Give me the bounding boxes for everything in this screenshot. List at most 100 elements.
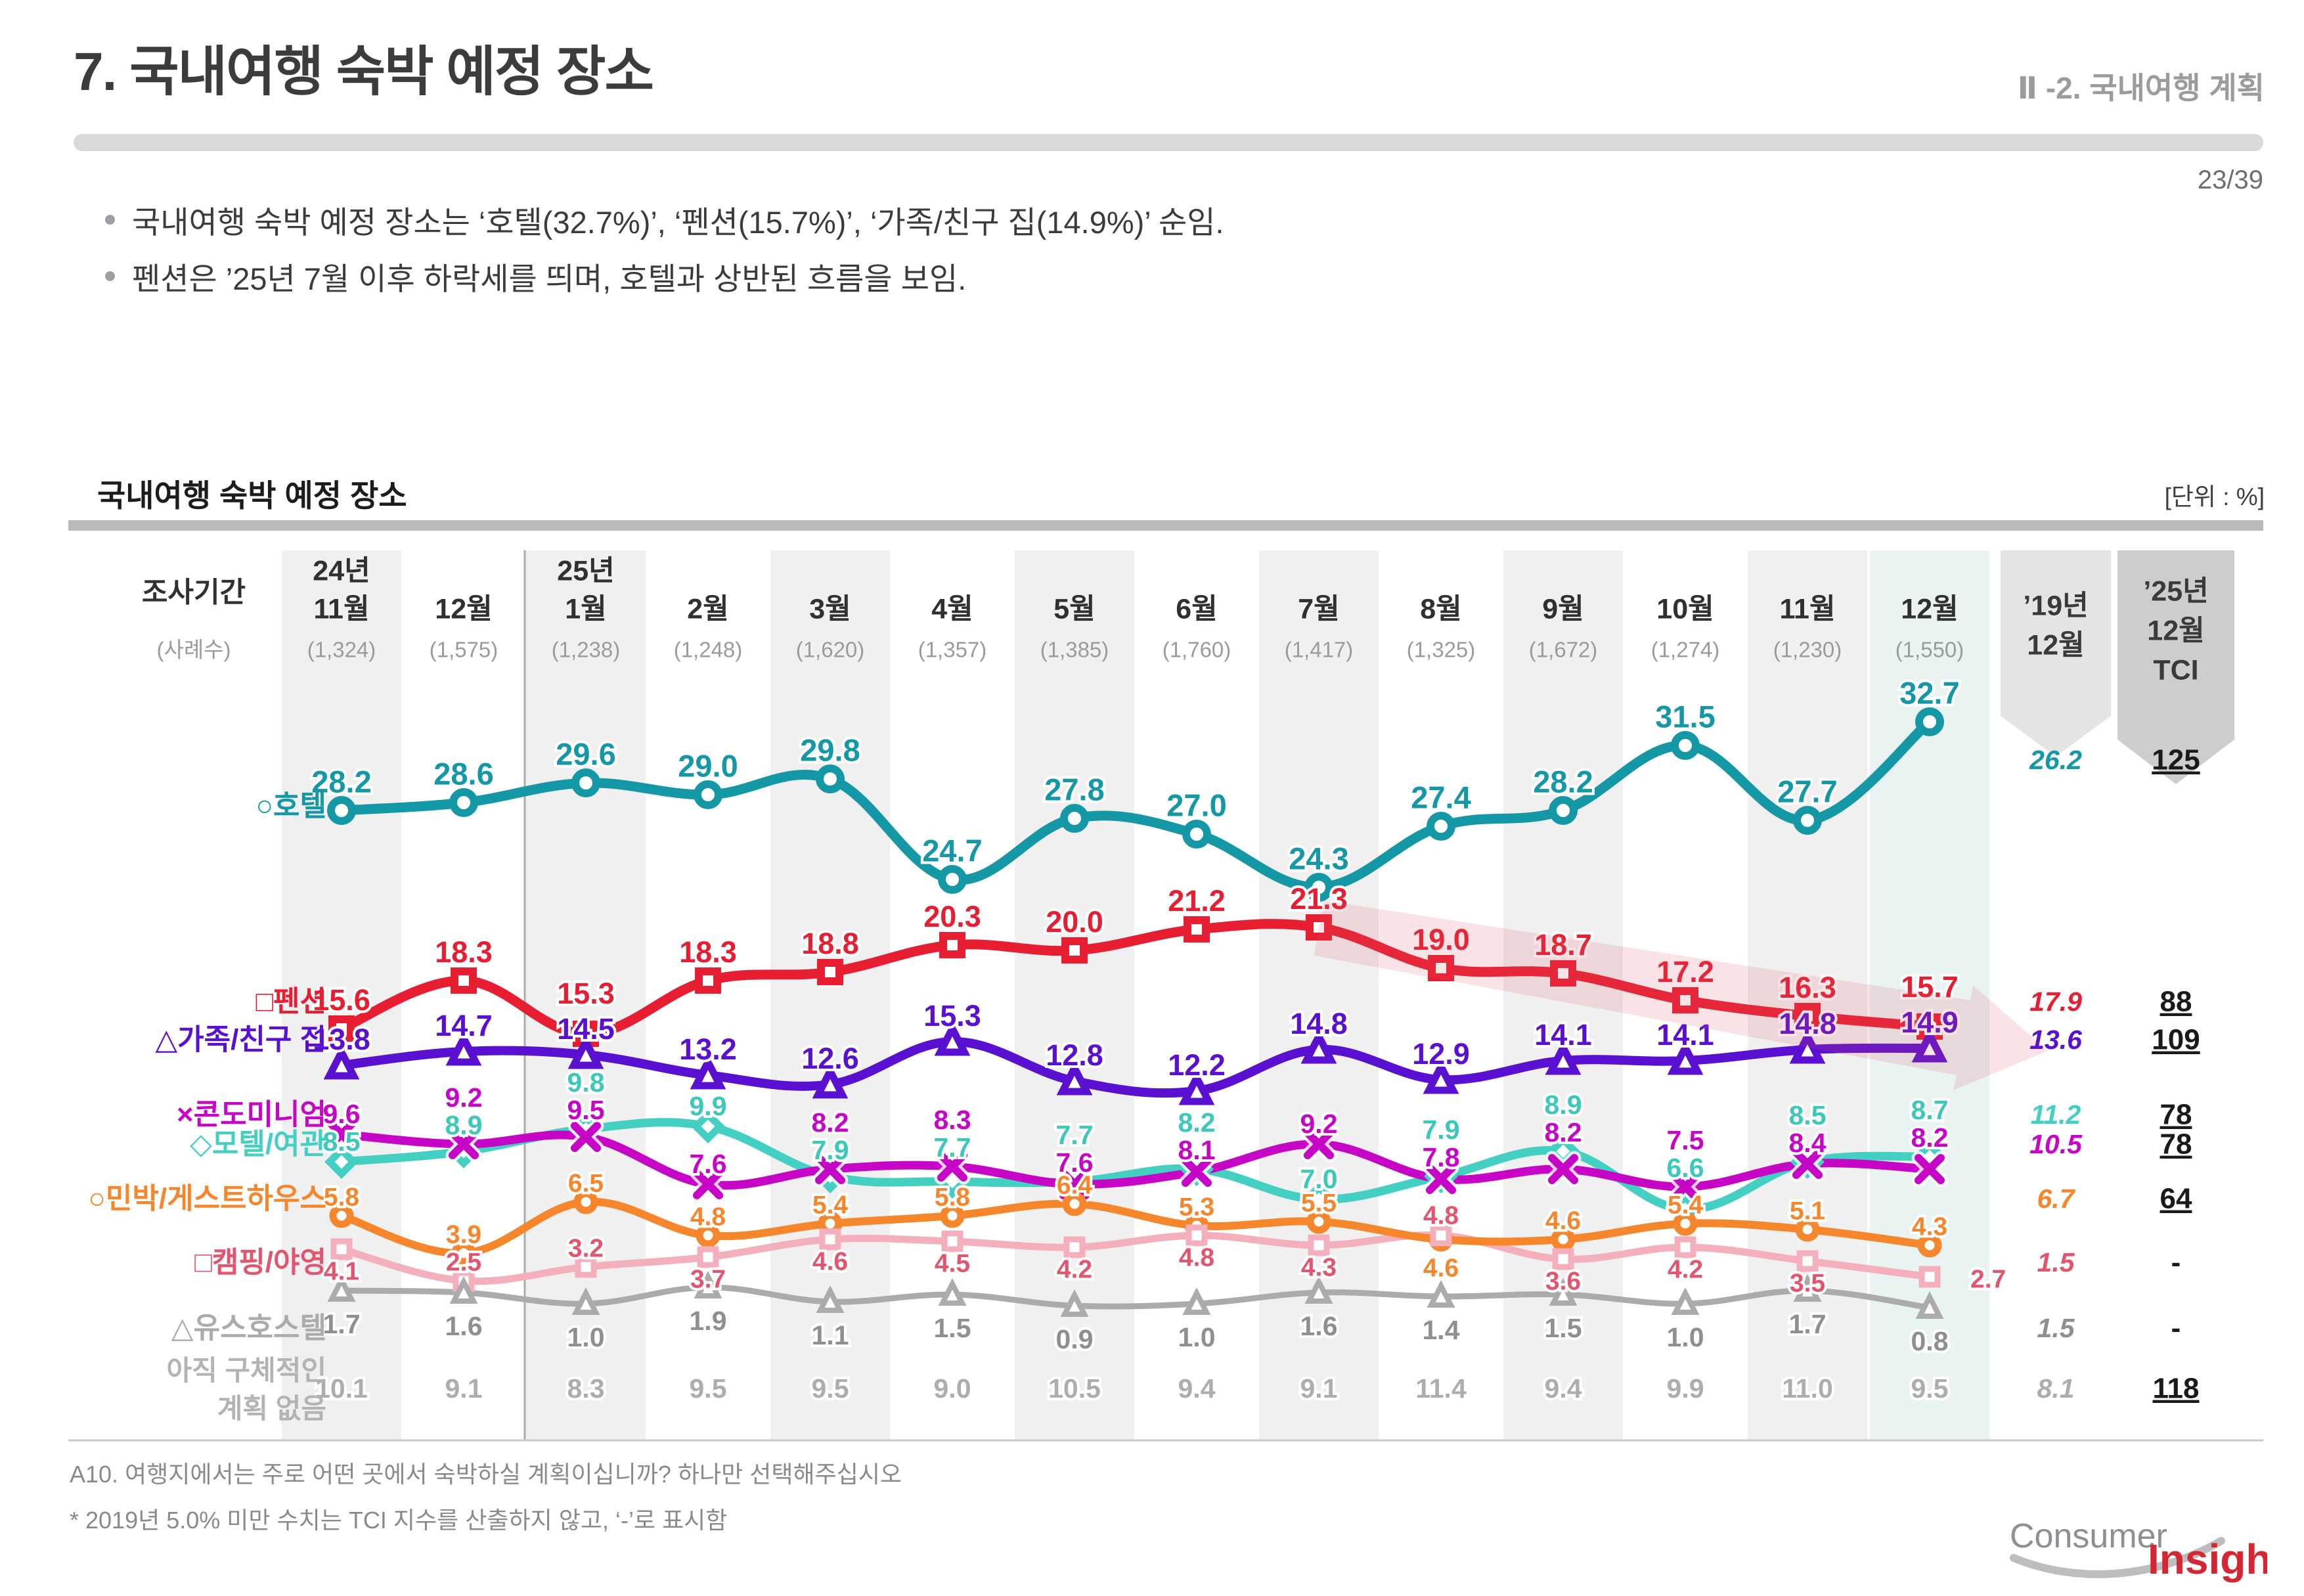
value-camping: 3.6 [1545, 1267, 1581, 1295]
value-hotel: 28.2 [1533, 764, 1593, 799]
consumer-insight-logo: Consumer Insight [2005, 1511, 2286, 1596]
value-motel: 8.9 [445, 1110, 483, 1140]
month-header: 24년 [313, 555, 370, 587]
data-point [1917, 1233, 1942, 1258]
value-minbak: 4.6 [1545, 1207, 1581, 1235]
value-camping: 2.5 [446, 1248, 481, 1276]
page-title: 7. 국내여행 숙박 예정 장소 [74, 42, 654, 102]
value-camping: 4.1 [324, 1257, 359, 1285]
data-point [330, 1238, 353, 1260]
data-point [1545, 1039, 1582, 1075]
value-noplan: 9.1 [445, 1373, 483, 1404]
data-point [1306, 914, 1332, 941]
value-pension: 18.7 [1534, 928, 1592, 962]
value-pension: 19.0 [1412, 923, 1470, 956]
data-point [1915, 1291, 1944, 1319]
data-point [817, 959, 843, 985]
value-motel: 8.5 [323, 1126, 361, 1157]
data-point [571, 1122, 601, 1152]
data-point [451, 967, 477, 994]
data-point [1789, 1028, 1826, 1064]
value-motel: 8.7 [1911, 1095, 1949, 1125]
data-point [1673, 1211, 1698, 1236]
data-point [1304, 1129, 1334, 1159]
data-point [1308, 1234, 1330, 1256]
value-hotel: 29.8 [800, 732, 860, 767]
column-stripe [1259, 550, 1379, 1440]
value-condo: 8.2 [812, 1107, 849, 1138]
legend-youth: △유스호스텔 [171, 1312, 326, 1344]
data-point [1182, 1287, 1211, 1315]
value-family: 12.9 [1412, 1037, 1470, 1071]
value-family: 14.1 [1534, 1018, 1592, 1052]
value-family: 14.1 [1656, 1018, 1714, 1052]
value-youth: 0.8 [1911, 1326, 1949, 1356]
sample-size: (1,575) [430, 638, 498, 662]
data-point [329, 1203, 354, 1228]
data-point [1060, 1289, 1089, 1317]
value-pension: 21.3 [1290, 882, 1348, 916]
sample-size: (1,760) [1163, 638, 1231, 662]
value-motel: 7.9 [812, 1135, 849, 1165]
value-pension: 20.0 [1046, 905, 1103, 939]
data-point [694, 780, 722, 809]
series-line-family [337, 1036, 1934, 1098]
ref2019-hotel: 26.2 [2029, 745, 2082, 775]
data-point [1552, 1248, 1574, 1270]
data-point [815, 1154, 845, 1184]
value-minbak: 4.6 [1423, 1254, 1459, 1282]
data-point [939, 932, 965, 958]
data-point [1056, 1059, 1093, 1096]
data-point [1674, 1236, 1696, 1258]
value-family: 12.2 [1168, 1048, 1226, 1082]
value-youth: 1.9 [690, 1306, 727, 1336]
data-point [697, 1246, 719, 1268]
value-youth: 1.6 [1300, 1311, 1338, 1341]
value-pension: 15.6 [313, 983, 370, 1017]
value-family: 12.6 [801, 1042, 859, 1075]
data-point [571, 768, 600, 797]
data-point [1427, 1279, 1455, 1308]
value-condo: 8.3 [934, 1105, 971, 1135]
tci-condo: 78 [2160, 1128, 2192, 1161]
tci-hotel: 125 [2152, 744, 2200, 776]
value-noplan: 9.9 [1667, 1373, 1704, 1404]
legend-motel: ◇모텔/여관 [190, 1128, 326, 1161]
row-header-cases: (사례수) [156, 638, 231, 662]
data-point [324, 1145, 359, 1179]
data-point [1548, 1154, 1578, 1184]
data-point [1915, 707, 1944, 736]
value-youth: 1.6 [445, 1311, 483, 1341]
data-point [694, 1270, 722, 1298]
logo-insight-text: Insight [2148, 1536, 2267, 1583]
value-minbak: 6.4 [1057, 1171, 1093, 1199]
tci-camping: - [2171, 1247, 2181, 1279]
data-point [938, 1277, 967, 1306]
data-point [1918, 1266, 1941, 1288]
value-youth: 1.4 [1423, 1315, 1460, 1345]
value-hotel: 29.6 [556, 736, 615, 771]
value-motel: 7.0 [1300, 1164, 1338, 1194]
data-point [1063, 1236, 1086, 1258]
value-family: 14.7 [435, 1009, 493, 1042]
ribbon-25dec-tci-label: ’25년 [2143, 575, 2208, 607]
value-motel: 8.5 [1789, 1100, 1827, 1130]
data-point [816, 1285, 845, 1313]
data-point [1178, 1069, 1215, 1105]
value-family: 13.8 [313, 1023, 370, 1056]
data-point [1792, 1149, 1823, 1179]
value-camping: 4.2 [1668, 1255, 1703, 1283]
data-point [1671, 731, 1700, 760]
month-header: 5월 [1053, 593, 1095, 625]
data-point [1551, 1227, 1576, 1252]
value-pension: 16.3 [1779, 971, 1836, 1004]
sample-size: (1,357) [918, 638, 987, 662]
value-camping: 2.7 [1970, 1265, 2006, 1293]
footnote-question: A10. 여행지에서는 주로 어떤 곳에서 숙박하실 계획이십니까? 하나만 선… [70, 1461, 902, 1488]
data-point [937, 1151, 967, 1182]
sample-size: (1,325) [1407, 638, 1476, 662]
value-youth: 0.9 [1056, 1324, 1094, 1354]
value-camping: 3.2 [568, 1234, 604, 1262]
data-point [1911, 1027, 1948, 1063]
series-markers [323, 707, 1948, 1319]
